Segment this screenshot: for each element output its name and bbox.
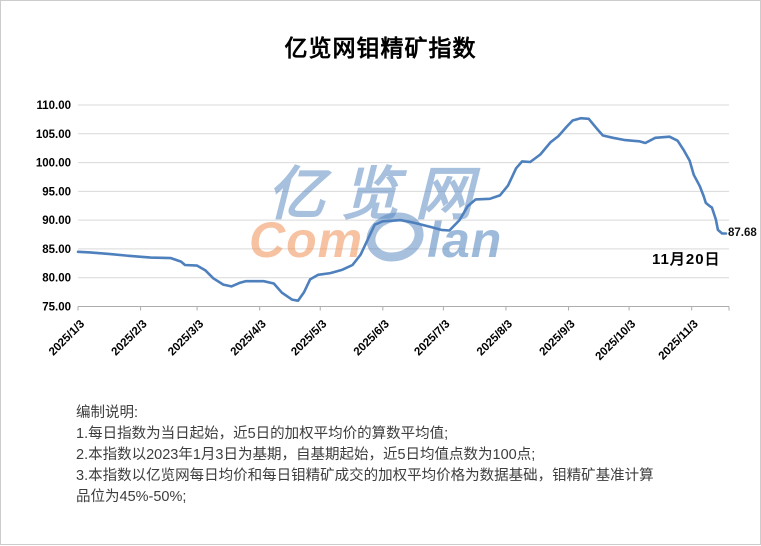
y-tick-label: 75.00 — [42, 302, 71, 314]
notes-line-3: 3.本指数以亿览网每日均价和每日钼精矿成交的加权平均价格为数据基础，钼精矿基准计… — [76, 468, 654, 484]
x-tick-label: 2025/7/3 — [412, 318, 452, 358]
compilation-notes: 编制说明: 1.每日指数为当日起始，近5日的加权平均价的算数平均值; 2.本指数… — [76, 403, 716, 508]
watermark-brand-com: Com — [249, 212, 364, 268]
notes-line-2: 2.本指数以2023年1月3日为基期，自基期起始，近5日均值点数为100点; — [76, 447, 536, 463]
brand-e-icon — [360, 205, 431, 269]
y-tick-label: 80.00 — [42, 273, 71, 285]
y-tick-label: 100.00 — [36, 158, 71, 170]
x-tick-label: 2025/3/3 — [166, 318, 206, 358]
chart-title: 亿览网钼精矿指数 — [284, 36, 477, 61]
y-tick-label: 85.00 — [42, 244, 71, 256]
x-tick-label: 2025/10/3 — [594, 318, 639, 363]
x-tick-label: 2025/6/3 — [352, 318, 392, 358]
watermark-brand-lan: lan — [427, 212, 503, 268]
y-tick-label: 95.00 — [42, 186, 71, 198]
x-tick-label: 2025/8/3 — [475, 318, 515, 358]
notes-heading: 编制说明: — [76, 405, 139, 421]
notes-line-1: 1.每日指数为当日起始，近5日的加权平均价的算数平均值; — [76, 426, 449, 442]
x-tick-label: 2025/4/3 — [229, 318, 269, 358]
x-tick-label: 2025/1/3 — [47, 318, 87, 358]
y-tick-label: 105.00 — [36, 129, 71, 141]
x-tick-label: 2025/11/3 — [657, 318, 701, 362]
x-tick-label: 2025/5/3 — [289, 318, 329, 358]
watermark-brand: Com lan — [249, 205, 503, 269]
date-annotation: 11月20日 — [652, 251, 721, 268]
series-end-value-label: 87.68 — [728, 227, 757, 240]
x-tick-label: 2025/9/3 — [538, 318, 578, 358]
notes-line-4: 品位为45%-50%; — [76, 489, 187, 505]
y-tick-label: 90.00 — [42, 215, 71, 227]
y-tick-label: 110.00 — [36, 100, 71, 112]
x-tick-label: 2025/2/3 — [110, 318, 150, 358]
